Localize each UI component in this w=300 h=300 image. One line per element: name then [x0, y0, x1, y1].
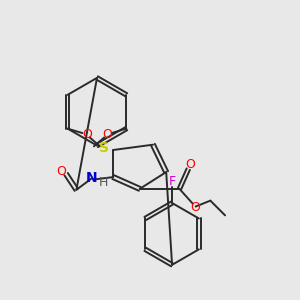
- Text: N: N: [86, 171, 98, 185]
- Text: O: O: [102, 128, 112, 141]
- Text: O: O: [56, 165, 66, 178]
- Text: H: H: [99, 176, 108, 189]
- Text: O: O: [185, 158, 195, 171]
- Text: O: O: [190, 201, 200, 214]
- Text: S: S: [99, 141, 109, 154]
- Text: F: F: [169, 175, 176, 188]
- Text: O: O: [82, 128, 92, 141]
